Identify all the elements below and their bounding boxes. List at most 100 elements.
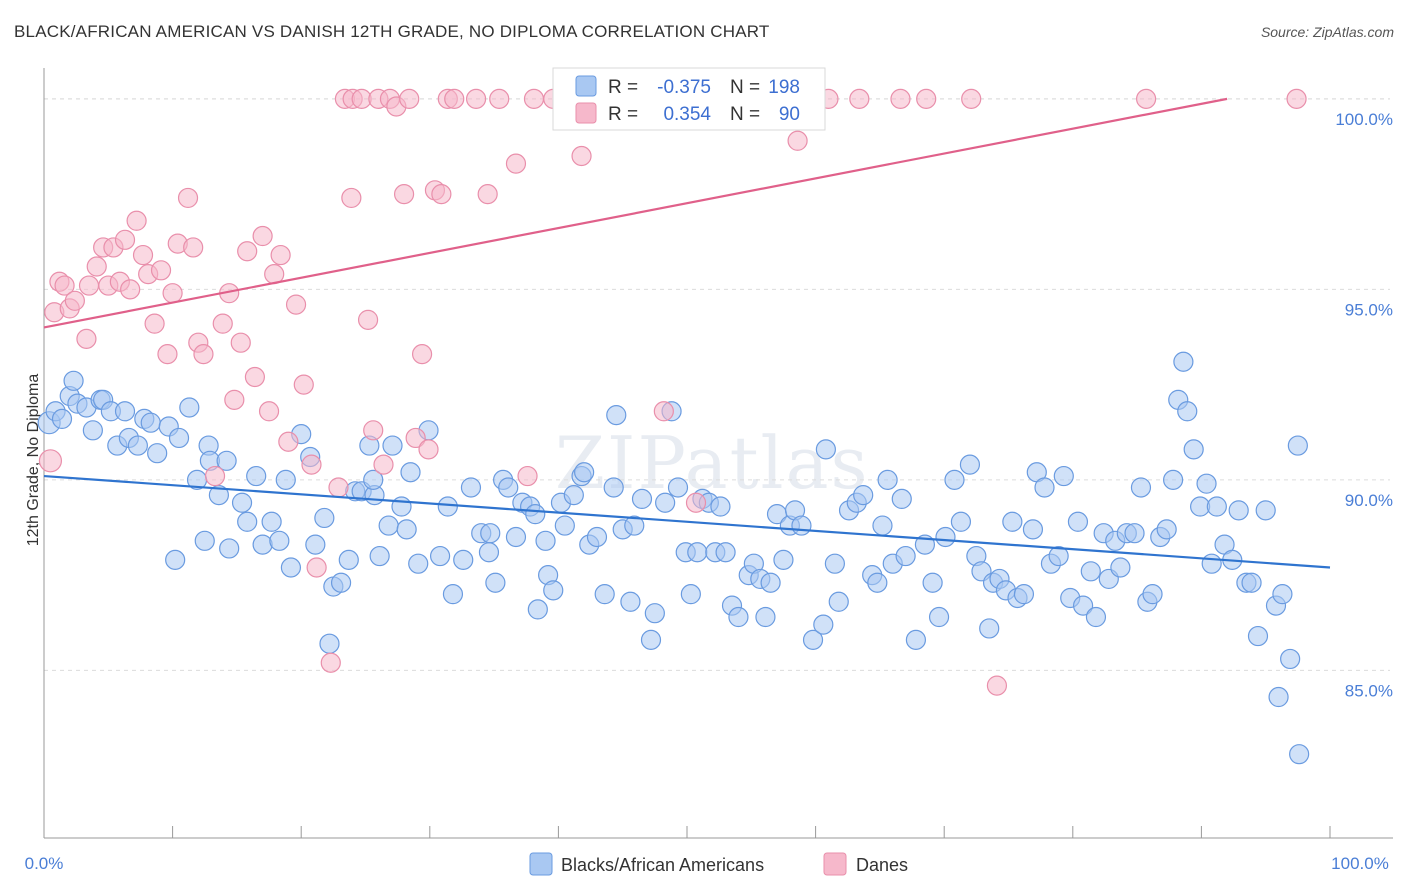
data-point xyxy=(791,515,812,536)
data-point xyxy=(219,538,240,559)
series-blacks-african-americans xyxy=(37,351,1310,765)
stats-n-label: N = xyxy=(730,104,760,125)
data-point xyxy=(400,462,421,483)
data-point xyxy=(293,374,314,395)
data-point xyxy=(140,412,161,433)
data-point xyxy=(594,584,615,605)
data-point xyxy=(950,511,972,532)
data-point xyxy=(429,545,451,567)
data-point xyxy=(252,534,273,555)
data-point xyxy=(1268,686,1289,708)
data-point xyxy=(132,244,154,266)
data-point xyxy=(1048,545,1069,567)
data-point xyxy=(179,397,200,418)
trend-line-blue xyxy=(43,474,1331,569)
data-point xyxy=(1034,477,1055,498)
data-point xyxy=(437,496,458,517)
data-point xyxy=(338,549,359,570)
data-point xyxy=(1255,500,1276,521)
data-point xyxy=(38,449,63,473)
data-point xyxy=(935,526,956,548)
data-point xyxy=(928,606,950,628)
data-point xyxy=(120,279,141,300)
data-point xyxy=(824,553,845,574)
data-point xyxy=(465,88,487,109)
y-tick-label: 90.0% xyxy=(1345,491,1393,510)
data-point xyxy=(453,549,474,570)
data-point xyxy=(208,485,229,506)
legend: Blacks/African Americans Danes xyxy=(529,852,908,876)
data-point xyxy=(644,603,665,624)
series-danes xyxy=(38,88,1307,696)
data-point xyxy=(979,618,1000,639)
data-point xyxy=(877,469,898,490)
data-point xyxy=(78,275,100,296)
data-point xyxy=(54,275,75,296)
stats-n-value: 198 xyxy=(768,77,800,98)
data-point xyxy=(1053,465,1074,487)
data-point xyxy=(230,332,251,353)
data-point xyxy=(147,443,168,464)
data-point xyxy=(1080,561,1101,582)
data-point xyxy=(563,485,584,506)
data-point xyxy=(301,454,322,475)
stats-swatch-blue xyxy=(575,75,597,97)
data-point xyxy=(517,465,538,487)
trend-lines xyxy=(43,97,1331,569)
data-point xyxy=(760,572,781,593)
data-point xyxy=(1196,473,1217,494)
stats-r-label: R = xyxy=(608,104,638,125)
data-point xyxy=(891,488,912,510)
data-point xyxy=(378,515,399,536)
data-point xyxy=(959,454,981,475)
data-point xyxy=(258,401,280,422)
data-point xyxy=(905,629,927,650)
data-point xyxy=(216,450,237,471)
data-point xyxy=(237,511,258,532)
data-point xyxy=(1173,351,1194,372)
data-point xyxy=(126,210,147,231)
data-point xyxy=(382,435,403,456)
stats-legend: R = -0.375 N = 198 R = 0.354 N = 90 xyxy=(552,67,826,131)
data-point xyxy=(391,496,412,517)
data-point xyxy=(328,477,349,498)
data-point xyxy=(306,557,327,578)
data-point xyxy=(895,545,916,567)
stats-legend-frame xyxy=(552,67,826,131)
data-point xyxy=(418,439,439,460)
data-point xyxy=(168,427,190,449)
data-point xyxy=(773,549,794,570)
x-tick-label: 100.0% xyxy=(1331,854,1389,873)
data-point xyxy=(620,591,641,612)
data-point xyxy=(261,511,282,532)
x-tick-labels: 0.0% 100.0% xyxy=(25,854,1389,873)
data-point xyxy=(527,599,548,620)
data-point xyxy=(1013,584,1035,605)
data-point xyxy=(505,153,527,174)
chart-title: BLACK/AFRICAN AMERICAN VS DANISH 12TH GR… xyxy=(14,22,770,41)
data-point xyxy=(275,469,296,490)
data-point xyxy=(252,225,273,247)
data-point xyxy=(523,88,545,109)
data-point xyxy=(916,88,937,109)
data-point xyxy=(498,477,519,498)
data-point xyxy=(1130,477,1152,498)
data-point xyxy=(1110,557,1131,578)
data-point xyxy=(269,530,290,551)
data-point xyxy=(961,88,982,109)
data-point xyxy=(76,328,97,349)
data-point xyxy=(165,549,186,570)
data-point xyxy=(150,260,172,281)
data-point xyxy=(82,420,103,441)
data-point xyxy=(1022,519,1044,540)
data-point xyxy=(755,606,776,628)
data-point xyxy=(114,229,136,250)
data-point xyxy=(204,465,226,487)
y-tick-label: 95.0% xyxy=(1345,300,1393,319)
legend-label-pink: Danes xyxy=(856,855,908,875)
data-point xyxy=(193,344,214,365)
data-point xyxy=(485,572,506,593)
data-point xyxy=(1241,572,1262,593)
stats-n-label: N = xyxy=(730,77,760,98)
